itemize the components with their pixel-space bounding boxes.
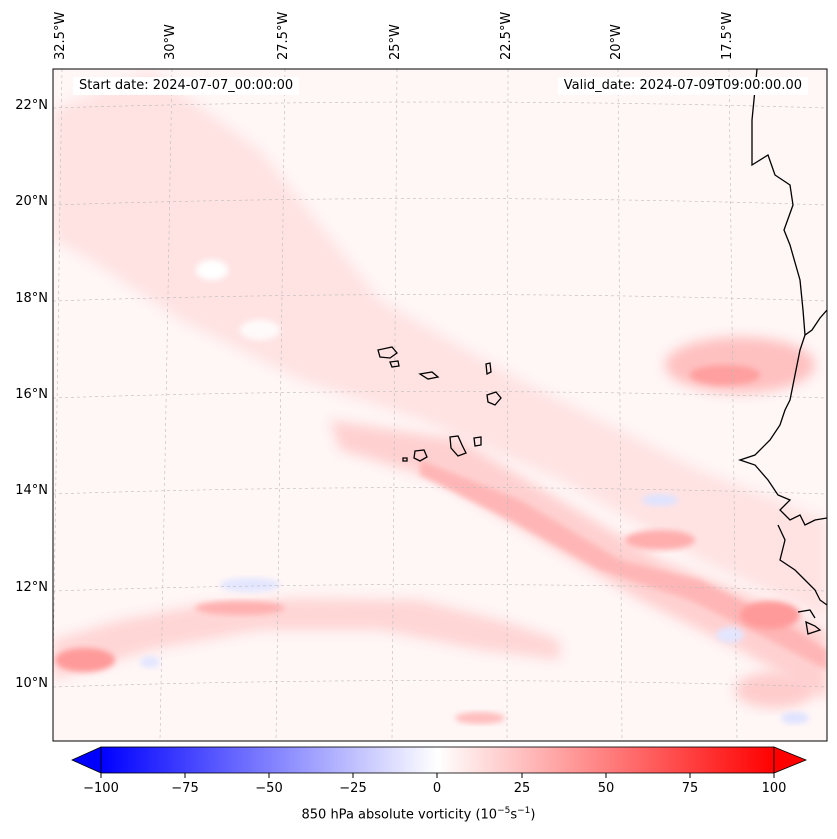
negative-vorticity-patch [642, 494, 678, 506]
gridline-lon [506, 69, 509, 741]
lon-label: 22.5°W [499, 11, 514, 60]
lon-label: 32.5°W [53, 11, 68, 60]
vorticity-core-coast [740, 601, 800, 629]
colorbar-extend-min [71, 746, 102, 774]
caption-main: 850 hPa absolute vorticity (10 [301, 807, 498, 823]
lat-label: 12°N [15, 580, 48, 595]
lon-label: 30°W [163, 24, 178, 60]
vorticity-field [53, 70, 827, 724]
colorbar-tick-label: 50 [597, 781, 615, 796]
vorticity-core-bottom [455, 712, 505, 724]
gridline-lat [53, 198, 827, 206]
island-santo-antao [377, 346, 398, 359]
island-sao-vicente [389, 360, 400, 368]
island-boa-vista [486, 391, 502, 406]
vorticity-band-mid [330, 420, 827, 700]
start-date-label: Start date: 2024-07-07_00:00:00 [73, 77, 300, 95]
gridline-lat [53, 680, 827, 688]
gridline-lat [53, 584, 827, 592]
colorbar-tick-label: 25 [513, 781, 531, 796]
lat-label: 20°N [15, 194, 48, 209]
colorbar-tick-label: 75 [681, 781, 699, 796]
gridline-lon [728, 69, 738, 741]
colorbar-tick-label: −75 [171, 781, 199, 796]
graticule [53, 69, 827, 741]
lat-label: 16°N [15, 387, 48, 402]
vorticity-core-east [625, 530, 695, 550]
vorticity-streak [420, 460, 827, 670]
island-sal [485, 362, 492, 376]
neutral-patch [240, 320, 280, 340]
island-fogo [413, 449, 428, 462]
map-frame [52, 68, 828, 742]
coastline [377, 69, 827, 635]
vorticity-blob-southeast [735, 672, 815, 708]
africa-coastline [737, 69, 827, 606]
gridline-lon [617, 69, 623, 741]
colorbar-tick-label: −25 [339, 781, 367, 796]
lon-label: 27.5°W [276, 11, 291, 60]
gridline-lon [391, 69, 398, 741]
negative-vorticity-patch [220, 578, 280, 592]
vorticity-core-south [195, 601, 285, 615]
gridline-lon [159, 69, 173, 741]
vorticity-band-south [53, 598, 560, 680]
island-brava [402, 457, 408, 462]
lat-label: 22°N [15, 98, 48, 113]
lat-label: 10°N [15, 676, 48, 691]
lat-label: 14°N [15, 483, 48, 498]
negative-vorticity-patch [781, 712, 809, 724]
lon-label: 17.5°W [720, 11, 735, 60]
neutral-patch [196, 260, 228, 280]
gridline-lon [275, 69, 286, 741]
vorticity-band-northwest [53, 70, 827, 620]
gridline-lon [53, 69, 63, 694]
island-santiago [449, 435, 467, 457]
vorticity-core-southwest [55, 648, 115, 672]
negative-vorticity-patch [716, 627, 744, 643]
colorbar-tick-label: 0 [432, 781, 442, 796]
valid-date-label: Valid_date: 2024-07-09T09:00:00.00 [557, 77, 808, 95]
colorbar-tick-label: −100 [83, 781, 119, 796]
vorticity-core-northeast [690, 365, 760, 385]
colorbar-caption: 850 hPa absolute vorticity (10−5s−1) [0, 806, 837, 822]
colorbar-gradient [100, 746, 775, 774]
caption-end: ) [530, 807, 536, 823]
gridline-lat [53, 294, 827, 302]
lon-label: 25°W [388, 24, 403, 60]
colorbar-extend-max [773, 746, 808, 774]
island-bissagos [797, 609, 822, 635]
caption-exponent: −5 [497, 806, 511, 816]
lat-label: 18°N [15, 291, 48, 306]
negative-vorticity-patch [140, 656, 160, 668]
caption-exponent: −1 [517, 806, 531, 816]
island-sao-nicolau [418, 371, 440, 380]
gridline-lat [53, 391, 827, 399]
gridline-lat [53, 487, 827, 495]
caption-unit: s [510, 807, 518, 823]
lon-label: 20°W [609, 24, 624, 60]
colorbar-tick-label: 100 [761, 781, 787, 796]
gridline-lat [53, 101, 827, 109]
island-maio [473, 436, 482, 447]
colorbar [71, 746, 808, 778]
colorbar-tick-label: −50 [255, 781, 283, 796]
